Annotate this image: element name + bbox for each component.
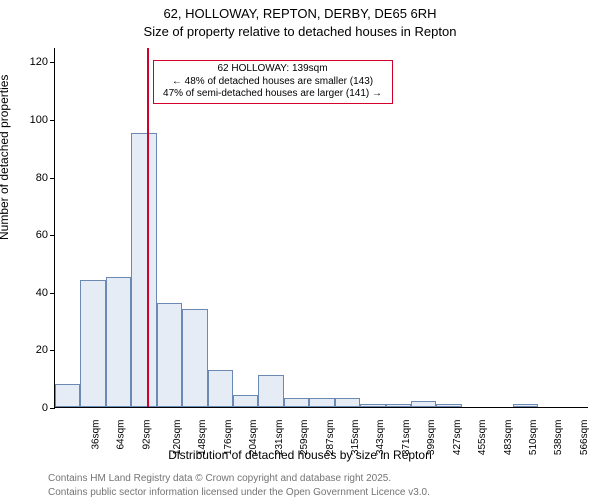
y-tick-label: 60 <box>36 229 48 241</box>
title-line-2: Size of property relative to detached ho… <box>0 24 600 39</box>
histogram-bar <box>513 404 538 407</box>
y-tick <box>50 235 55 236</box>
histogram-bar <box>335 398 360 407</box>
marker-line <box>147 48 149 407</box>
histogram-bar <box>106 277 131 407</box>
x-tick-label: 64sqm <box>116 420 127 450</box>
y-tick <box>50 62 55 63</box>
title-line-1: 62, HOLLOWAY, REPTON, DERBY, DE65 6RH <box>0 6 600 21</box>
histogram-bar <box>411 401 436 407</box>
annotation-line-3: 47% of semi-detached houses are larger (… <box>158 88 388 101</box>
y-tick <box>50 293 55 294</box>
y-tick-label: 100 <box>30 114 48 126</box>
histogram-bar <box>309 398 334 407</box>
x-tick-label: 92sqm <box>141 420 152 450</box>
annotation-box: 62 HOLLOWAY: 139sqm← 48% of detached hou… <box>153 60 393 104</box>
histogram-bar <box>208 370 233 407</box>
y-tick <box>50 120 55 121</box>
y-tick <box>50 178 55 179</box>
x-tick-label: 36sqm <box>90 420 101 450</box>
y-tick-label: 40 <box>36 287 48 299</box>
x-axis-label: Distribution of detached houses by size … <box>0 448 600 462</box>
chart-container: 62, HOLLOWAY, REPTON, DERBY, DE65 6RH Si… <box>0 0 600 500</box>
y-tick-label: 80 <box>36 172 48 184</box>
histogram-bar <box>360 404 385 407</box>
histogram-bar <box>55 384 80 407</box>
y-tick <box>50 350 55 351</box>
histogram-bar <box>386 404 411 407</box>
y-tick <box>50 408 55 409</box>
histogram-bar <box>182 309 207 407</box>
histogram-bar <box>233 395 258 407</box>
footer-line-1: Contains HM Land Registry data © Crown c… <box>48 473 391 484</box>
y-tick-label: 0 <box>42 402 48 414</box>
histogram-bar <box>80 280 105 407</box>
histogram-bar <box>284 398 309 407</box>
annotation-line-2: ← 48% of detached houses are smaller (14… <box>158 76 388 89</box>
histogram-bar <box>157 303 182 407</box>
histogram-bar <box>436 404 461 407</box>
histogram-bar <box>131 133 156 407</box>
plot-area: 02040608010012036sqm64sqm92sqm120sqm148s… <box>54 48 588 408</box>
annotation-line-1: 62 HOLLOWAY: 139sqm <box>158 63 388 76</box>
footer-line-2: Contains public sector information licen… <box>48 487 430 498</box>
y-tick-label: 120 <box>30 56 48 68</box>
histogram-bar <box>258 375 283 407</box>
y-axis-label: Number of detached properties <box>0 75 11 240</box>
y-tick-label: 20 <box>36 344 48 356</box>
